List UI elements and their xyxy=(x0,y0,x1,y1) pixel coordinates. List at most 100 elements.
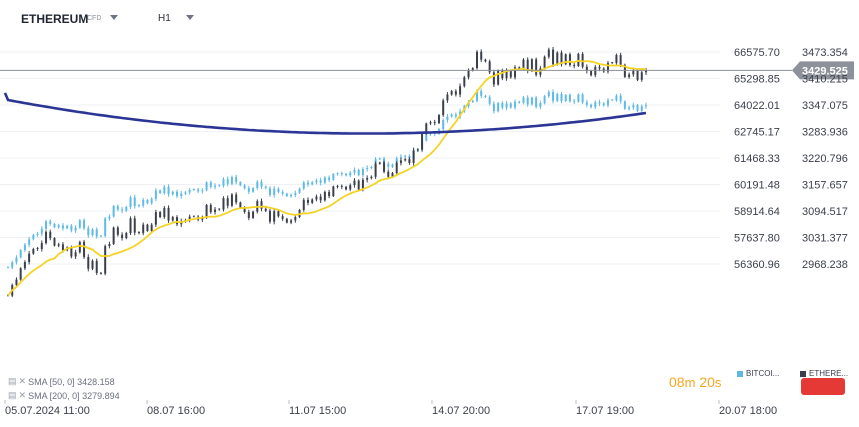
candle-body xyxy=(142,199,145,206)
candle-body xyxy=(209,204,212,213)
indicator-settings-icon[interactable]: ▤ xyxy=(8,390,17,400)
legend-ethereum[interactable]: ETHERE... xyxy=(800,369,848,378)
ethereum-tick-label: 3473.354 xyxy=(802,47,848,59)
ethereum-tick-label: 2968.238 xyxy=(802,259,848,271)
candle-body xyxy=(268,210,271,222)
candle-body xyxy=(167,207,170,221)
candle-body xyxy=(560,94,563,102)
candle-body xyxy=(492,72,495,85)
candle-body xyxy=(332,186,335,197)
candle-body xyxy=(328,191,331,197)
candle-body xyxy=(471,68,474,71)
indicator-remove-icon[interactable]: ✕ xyxy=(18,390,27,400)
candle-body xyxy=(108,243,111,247)
candle-body xyxy=(74,252,77,257)
candle-body xyxy=(209,182,212,187)
candle-body xyxy=(218,208,221,210)
candle-body xyxy=(243,185,246,189)
candle-body xyxy=(370,176,373,179)
candle-body xyxy=(475,51,478,69)
candle-body xyxy=(150,224,153,231)
candle-body xyxy=(201,217,204,220)
candle-body xyxy=(154,212,157,225)
candle-body xyxy=(260,201,263,209)
timeframe-label[interactable]: H1 xyxy=(158,13,171,24)
candle-body xyxy=(192,215,195,217)
candle-body xyxy=(636,105,639,111)
candle-body xyxy=(154,190,157,199)
instrument-type-badge: CFD xyxy=(87,15,102,22)
candle-body xyxy=(366,167,369,170)
candle-body xyxy=(264,186,267,189)
timeframe-dropdown-icon[interactable] xyxy=(186,15,194,20)
candle-body xyxy=(391,164,394,167)
indicator-settings-icon[interactable]: ▤ xyxy=(8,376,17,386)
candle-body xyxy=(353,169,356,173)
candle-body xyxy=(298,188,301,193)
candle-body xyxy=(345,186,348,190)
ethereum-tick-label: 3347.075 xyxy=(802,100,848,112)
candle-body xyxy=(273,211,276,222)
candle-body xyxy=(137,205,140,207)
candle-body xyxy=(399,160,402,163)
time-tick-label: 11.07 15:00 xyxy=(289,405,346,417)
ethereum-tick-label: 3283.936 xyxy=(802,127,848,139)
candle-body xyxy=(285,218,288,223)
candle-body xyxy=(116,227,119,235)
candle-body xyxy=(530,97,533,105)
candle-body xyxy=(49,231,52,239)
symbol-dropdown-icon[interactable] xyxy=(110,15,118,20)
candle-body xyxy=(484,59,487,62)
candle-body xyxy=(214,185,217,187)
candle-body xyxy=(252,211,255,218)
candle-body xyxy=(459,86,462,95)
candle-body xyxy=(564,54,567,65)
candle-body xyxy=(497,70,500,85)
candle-body xyxy=(425,134,428,141)
candle-body xyxy=(116,206,119,210)
candle-body xyxy=(632,70,635,75)
legend-bitcoin[interactable]: BITCOI... xyxy=(737,369,779,378)
candle-body xyxy=(290,194,293,197)
candle-body xyxy=(319,196,322,201)
candle-body xyxy=(370,166,373,168)
candle-body xyxy=(518,67,521,69)
candle-body xyxy=(277,211,280,217)
sma50-legend[interactable]: ▤ ✕ SMA [50, 0] 3428.158 xyxy=(8,376,115,387)
indicator-remove-icon[interactable]: ✕ xyxy=(18,376,27,386)
ethereum-axis: 3473.354 3410.215 3347.075 3283.936 3220.796… xyxy=(802,47,848,271)
candle-body xyxy=(176,217,179,225)
candle-body xyxy=(163,207,166,218)
candle-body xyxy=(323,177,326,183)
candle-body xyxy=(87,256,90,269)
candle-body xyxy=(437,115,440,124)
sma200-legend[interactable]: ▤ ✕ SMA [200, 0] 3279.894 xyxy=(8,390,120,401)
candle-body xyxy=(57,244,60,246)
candle-body xyxy=(32,234,35,240)
candle-body xyxy=(628,74,631,77)
candle-body xyxy=(104,246,107,274)
candle-body xyxy=(285,193,288,197)
ethereum-tick-label: 3157.657 xyxy=(802,180,848,192)
sma50-line xyxy=(7,59,647,297)
candle-body xyxy=(205,182,208,191)
candle-body xyxy=(302,199,305,210)
candle-body xyxy=(74,227,77,231)
candle-body xyxy=(336,185,339,187)
symbol-title[interactable]: ETHEREUM xyxy=(21,12,89,26)
candle-body xyxy=(505,71,508,79)
candle-body xyxy=(514,101,517,108)
candle-body xyxy=(294,217,297,221)
candle-body xyxy=(564,94,567,102)
candle-body xyxy=(205,204,208,218)
candle-body xyxy=(480,90,483,96)
candle-body xyxy=(594,66,597,76)
candle-body xyxy=(602,103,605,106)
candle-body xyxy=(273,188,276,195)
candle-body xyxy=(277,188,280,192)
candle-body xyxy=(577,94,580,102)
candle-body xyxy=(235,194,238,203)
alert-button[interactable] xyxy=(801,378,845,395)
candle-body xyxy=(581,53,584,67)
